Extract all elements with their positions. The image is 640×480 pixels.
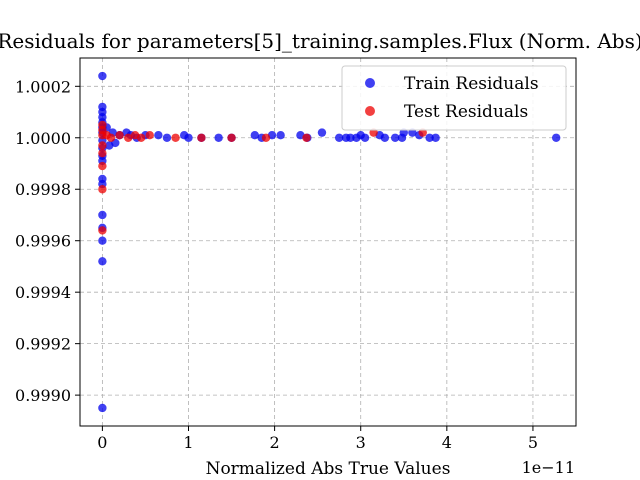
test-point <box>115 131 124 140</box>
y-tick-label: 1.0002 <box>15 77 71 96</box>
test-point <box>98 141 107 150</box>
test-point <box>145 131 154 140</box>
x-tick-label: 1 <box>183 433 193 452</box>
train-point <box>98 71 107 81</box>
train-point <box>98 403 107 413</box>
train-point <box>334 133 344 142</box>
y-tick-label: 0.9990 <box>15 386 71 405</box>
train-point <box>317 128 327 137</box>
test-point <box>136 133 146 142</box>
legend-test-marker <box>365 106 375 116</box>
legend: Train Residuals Test Residuals <box>341 65 567 131</box>
test-point <box>98 185 107 194</box>
train-point <box>551 133 561 142</box>
test-point <box>302 133 311 142</box>
ticks-layer: 0 1 2 3 4 5 0.9990 0.9992 0.9994 0.9996 0.9998 1.00… <box>15 77 538 452</box>
legend-train-label: Train Residuals <box>404 74 539 94</box>
y-tick-label: 1.0000 <box>15 129 71 148</box>
train-point <box>408 128 417 137</box>
train-point <box>250 131 260 140</box>
plot-frame <box>79 57 577 427</box>
legend-test-label: Test Residuals <box>404 102 528 122</box>
y-tick-label: 0.9994 <box>15 283 71 302</box>
train-point <box>276 131 285 140</box>
train-point <box>431 133 440 142</box>
train-point <box>399 128 408 137</box>
x-axis-offset-text: 1e−11 <box>522 458 575 477</box>
train-point <box>360 133 370 142</box>
test-point <box>106 133 116 142</box>
x-tick-label: 0 <box>97 433 107 452</box>
test-point <box>98 161 107 171</box>
legend-train-marker <box>365 78 375 88</box>
points-layer <box>98 71 561 413</box>
train-point <box>98 210 107 220</box>
train-point <box>380 133 390 142</box>
test-residuals-series <box>98 120 427 235</box>
train-point <box>184 133 193 142</box>
test-point <box>197 133 206 142</box>
test-point <box>418 128 427 137</box>
test-point <box>369 128 378 137</box>
train-point <box>214 133 223 142</box>
train-point <box>98 257 107 266</box>
train-point <box>425 133 434 142</box>
test-point <box>124 133 133 142</box>
x-tick-label: 4 <box>442 433 452 452</box>
test-point <box>261 133 271 142</box>
train-point <box>390 133 400 142</box>
y-tick-label: 0.9992 <box>15 335 71 354</box>
test-point <box>98 226 107 235</box>
legend-box <box>341 65 567 131</box>
x-axis-label: Normalized Abs True Values <box>206 459 451 479</box>
x-tick-label: 5 <box>528 433 538 452</box>
x-tick-label: 3 <box>356 433 366 452</box>
y-tick-label: 0.9996 <box>15 232 71 251</box>
chart-title: Residuals for parameters[5]_training.sam… <box>0 29 640 53</box>
grid-layer <box>80 58 576 426</box>
train-point <box>98 236 107 245</box>
test-point <box>171 133 180 142</box>
y-tick-label: 0.9998 <box>15 180 71 199</box>
train-point <box>162 133 172 142</box>
x-tick-label: 2 <box>270 433 280 452</box>
train-point <box>346 133 355 142</box>
test-point <box>98 149 107 158</box>
train-point <box>154 131 163 140</box>
test-point <box>227 133 236 142</box>
